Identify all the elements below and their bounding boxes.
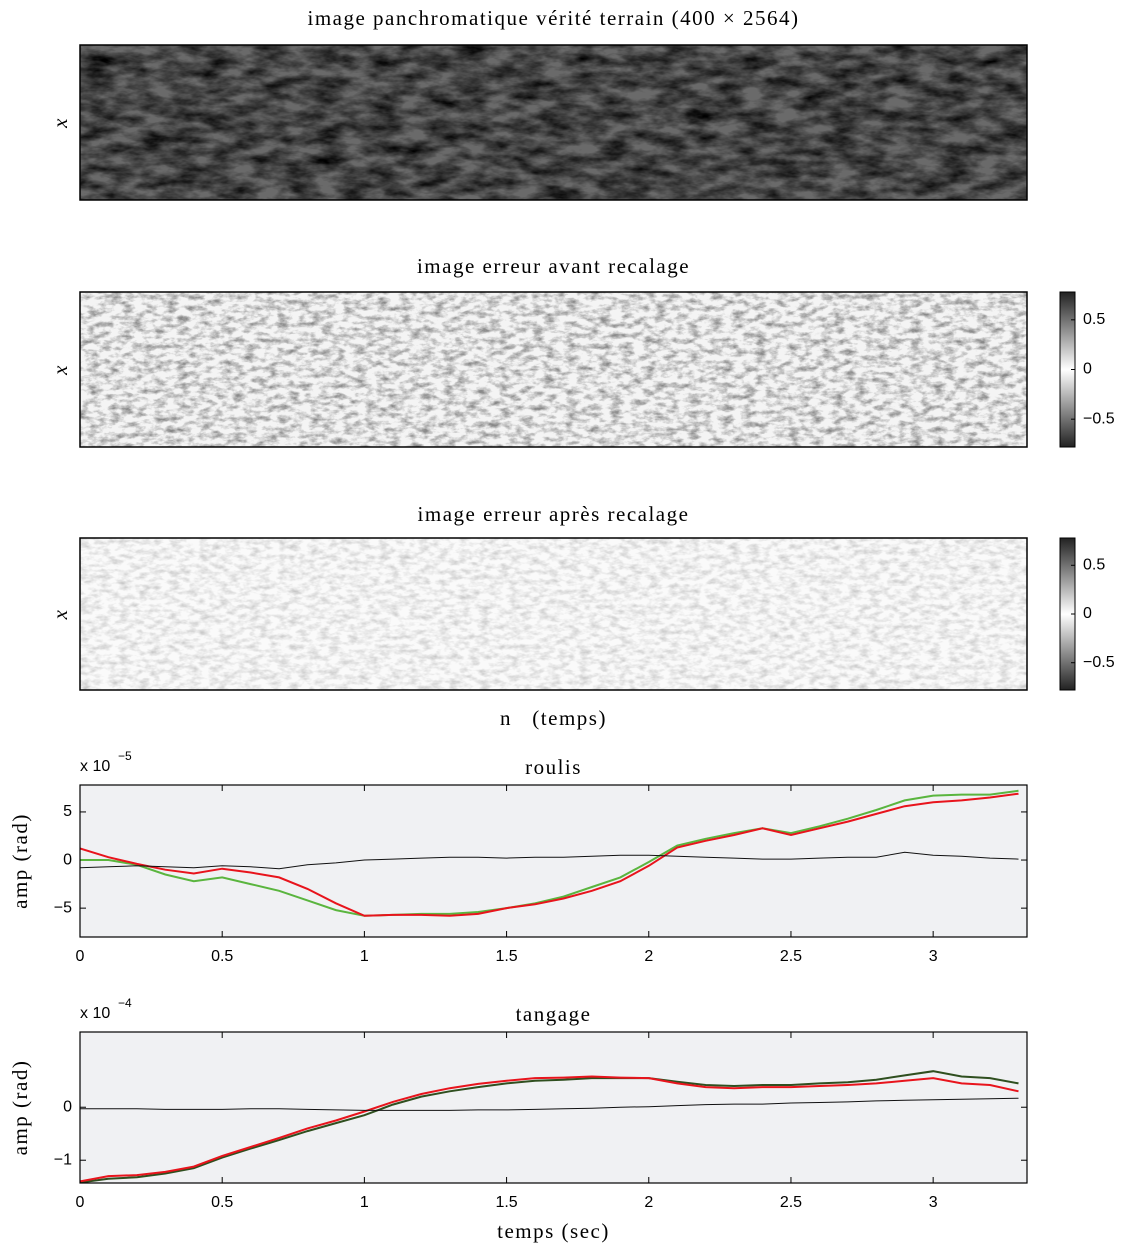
x-tick-label: 3 — [929, 1194, 938, 1211]
colorbar-tick-label: 0 — [1083, 361, 1092, 378]
multiplier: x 10 — [80, 758, 110, 775]
plot-frame — [79, 1031, 1028, 1184]
panel-title: image erreur avant recalage — [417, 254, 690, 278]
image-texture — [80, 538, 1027, 690]
x-tick-label: 1.5 — [495, 1194, 517, 1211]
series-line — [80, 792, 1019, 917]
multiplier: x 10 — [80, 1005, 110, 1022]
y-tick-label: 0 — [63, 851, 72, 868]
colorbar-tick-label: −0.5 — [1083, 410, 1115, 427]
multiplier-exponent: −4 — [118, 996, 132, 1010]
x-tick-label: 2.5 — [780, 1194, 802, 1211]
x-tick-label: 0.5 — [211, 948, 233, 965]
y-axis-label: x — [48, 609, 72, 621]
plot-frame — [79, 784, 1028, 938]
series-line — [80, 789, 1019, 917]
colorbar-tick-label: 0.5 — [1083, 557, 1105, 574]
series-line — [80, 1075, 1019, 1183]
plot-background — [80, 1032, 1027, 1183]
image-texture — [80, 45, 1027, 200]
x-tick-label: 1.5 — [495, 948, 517, 965]
x-tick-label: 0 — [76, 948, 85, 965]
y-tick-label: 5 — [63, 803, 72, 820]
series-line — [80, 1097, 1019, 1111]
panel-title: image erreur après recalage — [418, 502, 690, 526]
multiplier-exponent: −5 — [118, 749, 132, 763]
colorbar-tick-label: 0 — [1083, 605, 1092, 622]
panel-title: image panchromatique vérité terrain (400… — [307, 6, 799, 30]
y-axis-label: x — [48, 364, 72, 376]
image-frame — [79, 291, 1028, 448]
y-axis-label: x — [48, 117, 72, 129]
y-axis-label: amp (rad) — [8, 813, 32, 909]
series-line — [80, 1070, 1019, 1183]
x-tick-label: 3 — [929, 948, 938, 965]
series-line — [80, 851, 1019, 870]
y-tick-label: 0 — [63, 1098, 72, 1115]
x-axis-label: n (temps) — [500, 706, 607, 730]
image-frame — [79, 537, 1028, 691]
x-tick-label: 2.5 — [780, 948, 802, 965]
image-texture — [80, 292, 1027, 447]
colorbar-tick-label: −0.5 — [1083, 654, 1115, 671]
image-frame — [79, 44, 1028, 201]
x-tick-label: 0.5 — [211, 1194, 233, 1211]
x-tick-label: 0 — [76, 1194, 85, 1211]
plot-background — [80, 785, 1027, 937]
x-tick-label: 2 — [644, 1194, 653, 1211]
x-tick-label: 1 — [360, 1194, 369, 1211]
x-tick-label: 2 — [644, 948, 653, 965]
chart-title: roulis — [525, 755, 582, 779]
chart-title: tangage — [516, 1002, 592, 1026]
y-tick-label: −5 — [54, 899, 72, 916]
y-axis-label: amp (rad) — [8, 1060, 32, 1156]
x-axis-label: temps (sec) — [497, 1219, 610, 1243]
y-tick-label: −1 — [54, 1151, 72, 1168]
colorbar-tick-label: 0.5 — [1083, 311, 1105, 328]
x-tick-label: 1 — [360, 948, 369, 965]
